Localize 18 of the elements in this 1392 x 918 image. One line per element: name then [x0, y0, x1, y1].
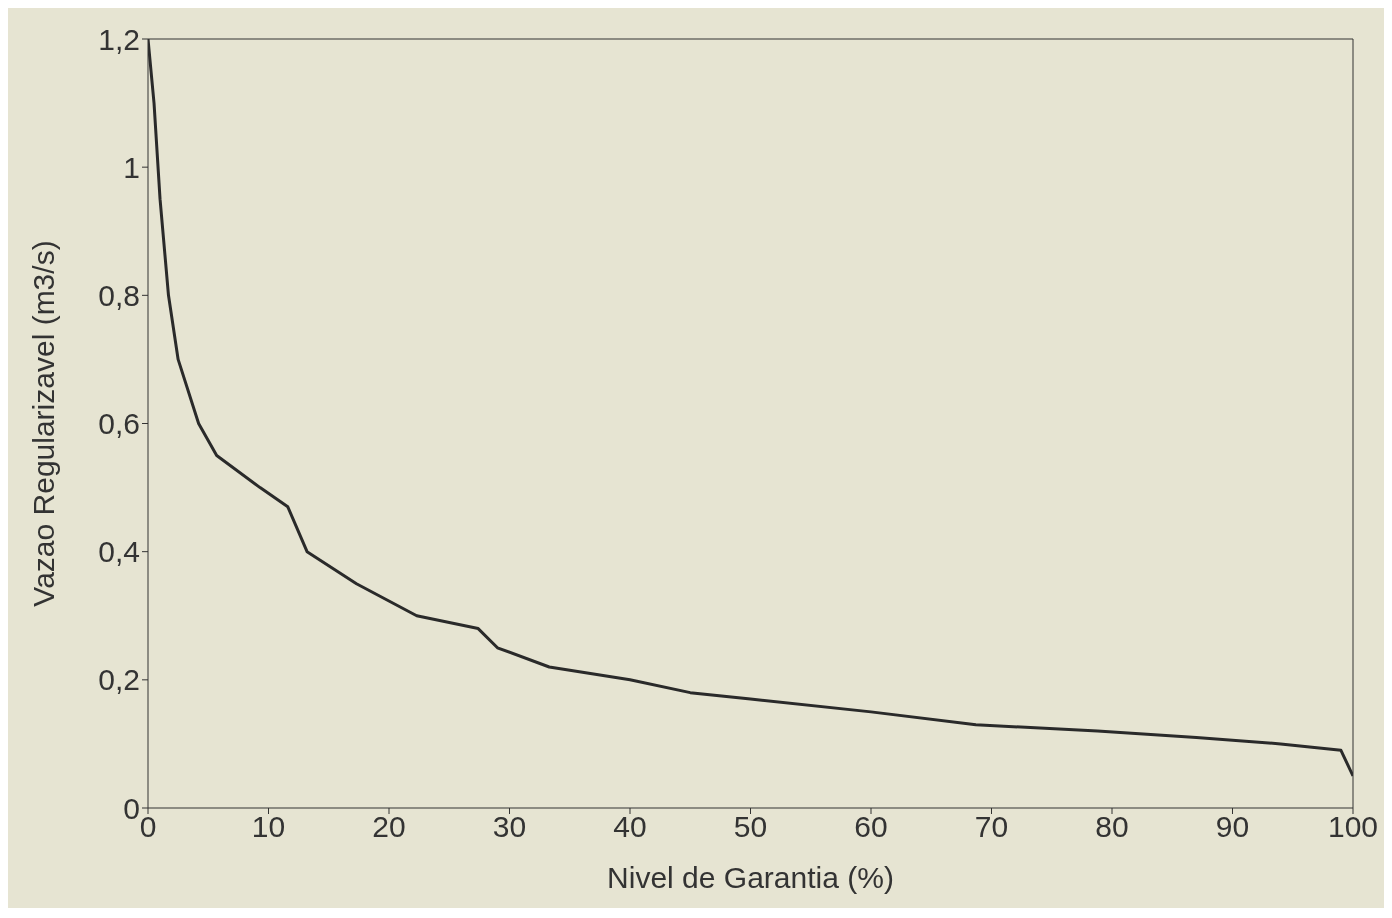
- x-tick-label: 70: [974, 810, 1009, 844]
- x-tick-label: 90: [1215, 810, 1250, 844]
- x-tick-label: 10: [251, 810, 286, 844]
- x-tick-label: 80: [1095, 810, 1129, 844]
- x-tick-label: 30: [492, 810, 527, 844]
- y-tick-label: 0,2: [98, 663, 140, 697]
- y-axis-title: Vazao Regularizavel (m3/s): [26, 240, 60, 607]
- y-tick-label: 1: [123, 150, 140, 184]
- y-tick-label: 1,2: [98, 22, 140, 56]
- x-tick-label: 20: [372, 810, 406, 844]
- y-tick-label: 0,4: [98, 535, 140, 569]
- x-tick-label: 60: [854, 810, 888, 844]
- x-tick-label: 50: [733, 810, 768, 844]
- x-axis-title: Nivel de Garantia (%): [607, 861, 894, 894]
- x-tick-label: 40: [613, 810, 647, 844]
- y-tick-label: 0,8: [98, 278, 140, 312]
- x-tick-label: 100: [1327, 810, 1379, 844]
- y-tick-label: 0,6: [98, 407, 140, 441]
